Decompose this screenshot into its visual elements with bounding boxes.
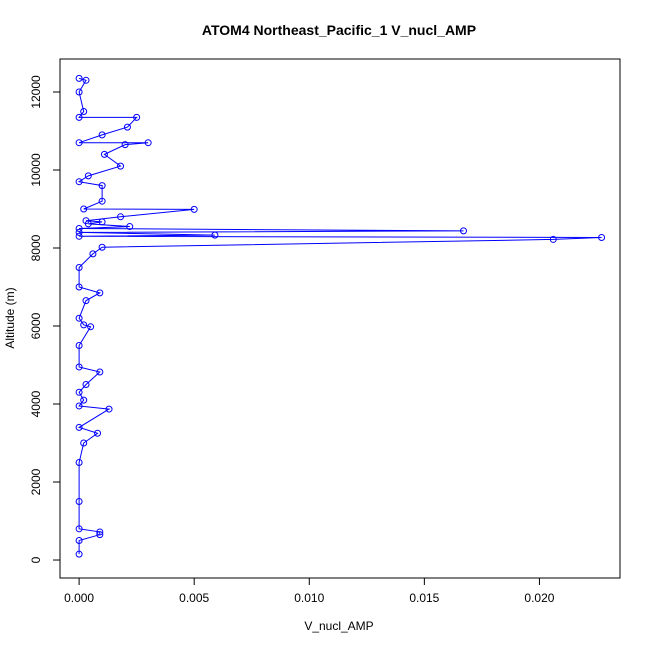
data-point <box>211 231 219 239</box>
data-point <box>121 141 129 149</box>
data-point <box>75 363 83 371</box>
data-point <box>75 342 83 350</box>
data-point <box>96 368 104 376</box>
data-point <box>82 76 90 84</box>
y-tick-label: 12000 <box>29 75 43 109</box>
data-point <box>75 459 83 467</box>
data-point <box>598 233 606 241</box>
y-tick-label: 0 <box>29 556 43 563</box>
data-point <box>75 402 83 410</box>
data-point <box>100 150 108 158</box>
data-point <box>126 223 134 231</box>
data-point <box>75 228 83 236</box>
y-tick-label: 2000 <box>29 468 43 495</box>
data-point <box>98 197 106 205</box>
data-point <box>133 113 141 121</box>
data-point <box>80 439 88 447</box>
data-point <box>75 178 83 186</box>
y-tick-label: 6000 <box>29 312 43 339</box>
data-point <box>87 323 95 331</box>
data-point <box>123 123 131 131</box>
data-point <box>75 283 83 291</box>
data-point <box>549 235 557 243</box>
data-point <box>98 218 106 226</box>
data-point <box>144 139 152 147</box>
y-tick-label: 8000 <box>29 234 43 261</box>
data-point <box>75 314 83 322</box>
data-point <box>80 321 88 329</box>
x-tick-label: 0.015 <box>409 591 439 605</box>
data-point <box>75 74 83 82</box>
data-point <box>105 405 113 413</box>
data-point <box>98 182 106 190</box>
x-axis-label: V_nucl_AMP <box>304 619 373 633</box>
data-line <box>77 77 602 555</box>
data-point <box>75 525 83 533</box>
data-point <box>84 172 92 180</box>
data-point <box>89 250 97 258</box>
data-point <box>459 227 467 235</box>
data-point <box>96 531 104 539</box>
data-point <box>75 498 83 506</box>
x-tick-label: 0.000 <box>64 591 94 605</box>
y-axis-label: Altitude (m) <box>3 287 17 348</box>
x-tick-label: 0.020 <box>524 591 554 605</box>
x-tick-label: 0.010 <box>294 591 324 605</box>
data-point <box>98 243 106 251</box>
data-point <box>75 232 83 240</box>
data-point <box>98 131 106 139</box>
data-point <box>75 225 83 233</box>
data-point <box>80 396 88 404</box>
y-tick-label: 4000 <box>29 390 43 417</box>
data-point <box>75 423 83 431</box>
data-point <box>80 205 88 213</box>
data-point <box>75 139 83 147</box>
plot-frame <box>59 58 621 579</box>
data-point <box>75 388 83 396</box>
data-point <box>75 537 83 545</box>
data-point <box>82 217 90 225</box>
data-point <box>75 550 83 558</box>
chart-title: ATOM4 Northeast_Pacific_1 V_nucl_AMP <box>202 22 476 38</box>
data-point <box>82 297 90 305</box>
data-point <box>94 429 102 437</box>
data-point <box>190 205 198 213</box>
data-point <box>96 528 104 536</box>
data-point <box>75 264 83 272</box>
data-point <box>117 162 125 170</box>
data-point <box>75 113 83 121</box>
data-point <box>75 88 83 96</box>
data-point <box>80 107 88 115</box>
x-tick-label: 0.005 <box>179 591 209 605</box>
data-point <box>82 381 90 389</box>
data-point <box>96 289 104 297</box>
y-tick-label: 10000 <box>29 153 43 187</box>
data-point <box>117 213 125 221</box>
